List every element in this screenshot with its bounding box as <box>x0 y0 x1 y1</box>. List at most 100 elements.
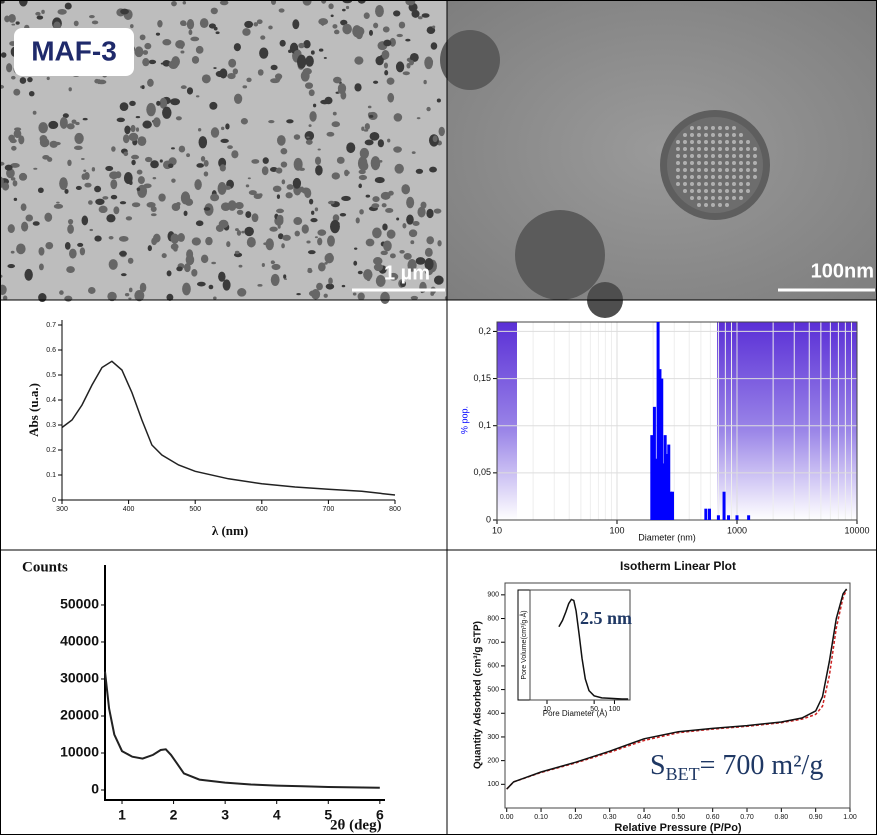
particle <box>199 18 209 29</box>
pore-dot <box>704 126 708 130</box>
particle <box>62 113 69 119</box>
particle <box>119 102 129 112</box>
particle <box>186 249 194 260</box>
pore-dot <box>683 140 687 144</box>
particle <box>75 121 80 126</box>
particle <box>33 167 38 170</box>
particle <box>168 60 179 70</box>
particle <box>195 220 204 227</box>
particle <box>68 87 72 92</box>
particle <box>410 295 419 300</box>
particle <box>244 226 254 237</box>
particle <box>303 40 311 49</box>
particle <box>139 34 146 41</box>
particle <box>305 139 313 145</box>
particle <box>416 117 421 120</box>
particle <box>384 70 389 76</box>
particle <box>38 292 47 303</box>
pore-dot <box>753 168 757 172</box>
pore-dot <box>690 175 694 179</box>
particle <box>354 247 358 250</box>
particle <box>236 230 242 236</box>
bar <box>650 435 654 520</box>
bet-s: S <box>650 750 666 781</box>
particle <box>53 21 61 30</box>
particle <box>82 117 88 121</box>
particle <box>15 21 20 25</box>
pore-dot <box>746 147 750 151</box>
pore-dot <box>711 196 715 200</box>
bar <box>654 458 658 520</box>
pore-dot <box>746 140 750 144</box>
particle <box>73 145 83 151</box>
particle <box>59 117 68 129</box>
particle <box>69 248 77 259</box>
particle <box>317 262 326 272</box>
particle <box>286 119 294 124</box>
particle <box>64 295 73 302</box>
particle <box>59 290 64 295</box>
particle <box>376 266 380 270</box>
particle <box>110 179 118 190</box>
y-tick-label: 0,1 <box>478 420 491 430</box>
y-tick-label: 900 <box>487 592 499 599</box>
particle <box>129 100 136 107</box>
particle <box>296 293 301 296</box>
particle <box>241 230 246 234</box>
x-tick-label: 100 <box>609 525 624 535</box>
particle <box>341 195 351 202</box>
particle <box>142 58 150 67</box>
shaded-region <box>497 322 517 520</box>
y-tick-label: 10000 <box>60 744 99 760</box>
tem-image-high <box>447 0 877 300</box>
particle <box>380 250 388 256</box>
particle <box>128 297 132 300</box>
sample-label: MAF-3 <box>31 35 117 66</box>
particle <box>438 126 445 137</box>
pore-dot <box>683 182 687 186</box>
particle <box>398 21 406 29</box>
pore-dot <box>697 140 701 144</box>
particle <box>170 98 181 106</box>
particle <box>89 228 94 232</box>
particle <box>307 268 313 274</box>
particle <box>304 131 315 141</box>
particle <box>208 23 216 29</box>
particle <box>196 163 204 168</box>
pore-dot <box>746 154 750 158</box>
particle <box>41 9 45 14</box>
particle <box>331 172 340 180</box>
particle <box>0 284 7 295</box>
particle <box>283 274 287 279</box>
particle <box>352 292 357 296</box>
particle <box>278 233 284 240</box>
particle <box>236 209 244 215</box>
particle <box>46 76 50 81</box>
particle <box>180 20 187 27</box>
particle <box>150 160 159 169</box>
pore-dot <box>732 189 736 193</box>
particle <box>355 217 360 224</box>
particle <box>38 246 45 256</box>
x-tick-label: 2 <box>170 806 178 822</box>
particle <box>359 161 369 171</box>
particle <box>137 136 147 147</box>
pore-dot <box>732 133 736 137</box>
particle <box>361 126 365 131</box>
particle <box>375 274 386 287</box>
particle <box>400 280 407 288</box>
pore-dot <box>690 168 694 172</box>
particle <box>162 106 172 119</box>
particle <box>186 153 191 158</box>
annotation: 2.5 nm <box>580 608 632 628</box>
particle <box>182 0 187 5</box>
particle <box>245 184 250 188</box>
pore-dot <box>718 168 722 172</box>
particle <box>198 136 208 149</box>
particle <box>258 193 263 197</box>
line <box>558 598 629 700</box>
particle <box>372 196 380 203</box>
particle <box>339 212 347 217</box>
particle <box>429 166 437 173</box>
